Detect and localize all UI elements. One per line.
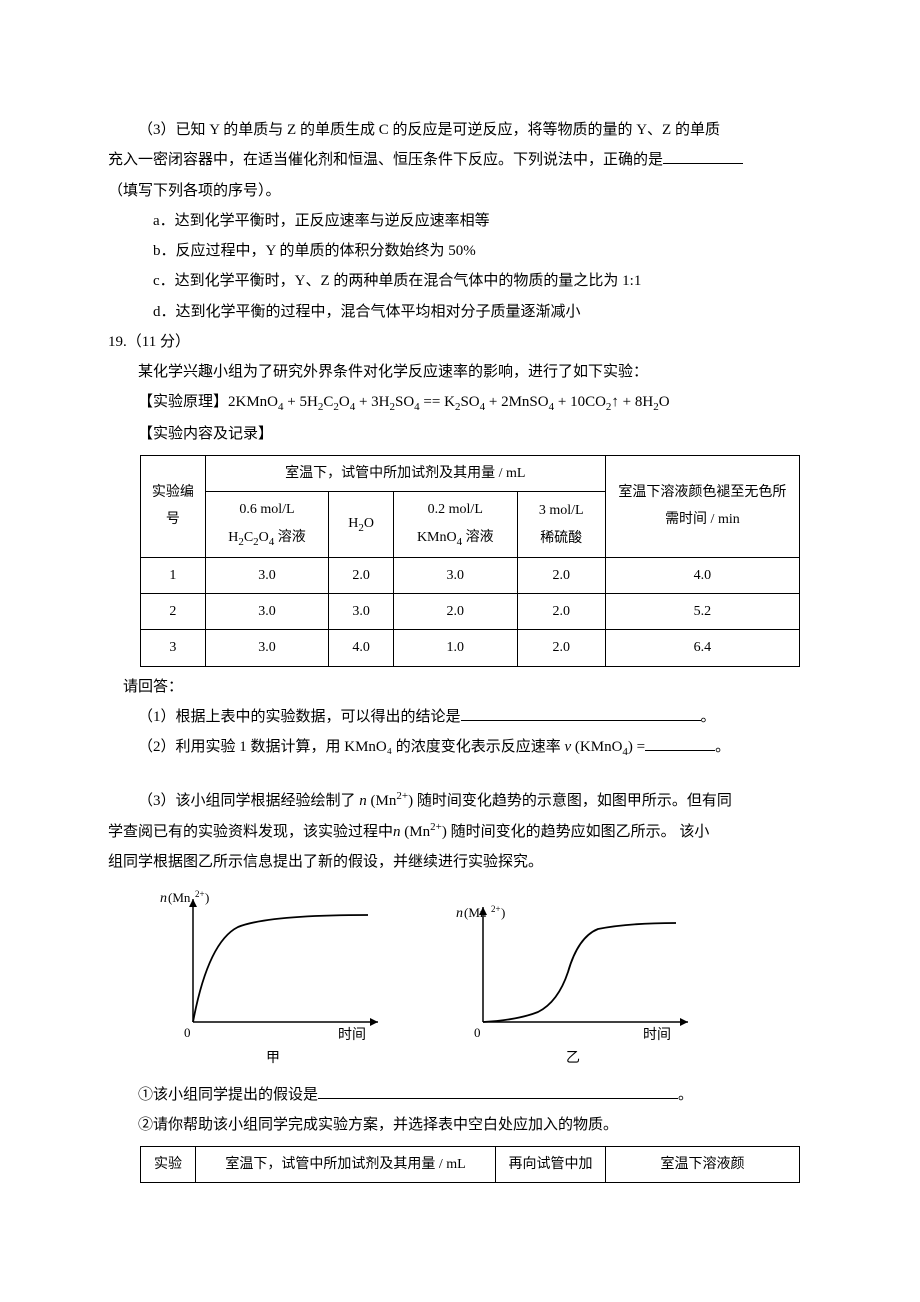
t1-sub-h2c2o4: 0.6 mol/LH2C2O4 溶液 — [205, 492, 329, 558]
t1-r1-no: 1 — [141, 557, 206, 593]
q19-sub1: ①该小组同学提出的假设是 。 — [108, 1081, 812, 1110]
t1-r2-c4: 2.0 — [517, 594, 605, 630]
q18-3-a: a．达到化学平衡时，正反应速率与逆反应速率相等 — [108, 207, 812, 236]
chart-b-box: n (Mn 2+ ) 0 时间 乙 — [448, 887, 698, 1072]
q19-q1-end: 。 — [701, 709, 716, 725]
svg-text:n: n — [160, 891, 167, 906]
t1-sub-h2o: H2O — [329, 492, 394, 558]
q19-sub2: ②请你帮助该小组同学完成实验方案，并选择表中空白处应加入的物质。 — [108, 1111, 812, 1140]
q19-q3-p2: 随时间变化趋势的示意图，如图甲所示。但有同 — [413, 793, 732, 809]
t1-r3-c5: 6.4 — [605, 630, 799, 666]
chart-b: n (Mn 2+ ) 0 时间 — [448, 887, 698, 1047]
t1-col-reagents: 室温下，试管中所加试剂及其用量 / mL — [205, 455, 605, 491]
q19-sub1-text: ①该小组同学提出的假设是 — [138, 1087, 318, 1103]
svg-text:): ) — [205, 890, 209, 905]
svg-text:时间: 时间 — [338, 1027, 366, 1043]
q19-q2-end: 。 — [715, 739, 730, 755]
q19-intro: 某化学兴趣小组为了研究外界条件对化学反应速率的影响，进行了如下实验： — [108, 358, 812, 387]
t1-r3-c2: 4.0 — [329, 630, 394, 666]
t1-r3-c4: 2.0 — [517, 630, 605, 666]
q19-sub1-end: 。 — [678, 1087, 693, 1103]
svg-text:): ) — [501, 905, 505, 920]
q18-3-intro3: （填写下列各项的序号）。 — [108, 177, 812, 206]
q18-3-c: c．达到化学平衡时，Y、Z 的两种单质在混合气体中的物质的量之比为 1:1 — [108, 267, 812, 296]
t1-r2-c2: 3.0 — [329, 594, 394, 630]
t1-r3-c3: 1.0 — [394, 630, 518, 666]
t2-col-add: 再向试管中加 — [496, 1147, 606, 1183]
q19-q2: （2）利用实验 1 数据计算，用 KMnO₄ 的浓度变化表示反应速率 v (KM… — [108, 733, 812, 763]
t2-col-color: 室温下溶液颜 — [606, 1147, 800, 1183]
t1-r1-c3: 3.0 — [394, 557, 518, 593]
t1-r2-c3: 2.0 — [394, 594, 518, 630]
t1-r2-c1: 3.0 — [205, 594, 329, 630]
t1-sub-h2so4: 3 mol/L 稀硫酸 — [517, 492, 605, 558]
chart-a-box: n (Mn 2+ ) 0 时间 甲 — [158, 887, 388, 1072]
t1-h2so4-name: 稀硫酸 — [540, 531, 582, 546]
table-row: 2 3.0 3.0 2.0 2.0 5.2 — [141, 594, 800, 630]
t1-r2-c5: 5.2 — [605, 594, 799, 630]
svg-text:(Mn: (Mn — [464, 905, 487, 920]
q19-q2-p1: （2）利用实验 1 数据计算，用 KMnO₄ 的浓度变化表示反应速率 — [138, 739, 564, 755]
t1-r1-c5: 4.0 — [605, 557, 799, 593]
q19-q3-p1: （3）该小组同学根据经验绘制了 — [138, 793, 359, 809]
q19-principle-label: 【实验原理】 — [138, 394, 228, 410]
t1-sub-kmno4: 0.2 mol/LKMnO4 溶液 — [394, 492, 518, 558]
t1-kmno4-conc: 0.2 mol/L — [428, 502, 483, 517]
t1-r1-c1: 3.0 — [205, 557, 329, 593]
q19-q3-l2-p1: 学查阅已有的实验资料发现，该实验过程中 — [108, 824, 393, 840]
t1-r3-no: 3 — [141, 630, 206, 666]
q19-q2-p2: (KMnO4) = — [575, 739, 645, 755]
q18-3-d: d．达到化学平衡的过程中，混合气体平均相对分子质量逐渐减小 — [108, 298, 812, 327]
q19-q3-mn1: (Mn2+) — [371, 793, 414, 809]
blank-18-3 — [663, 163, 743, 164]
q19-q3-mn2: (Mn2+) — [404, 824, 447, 840]
table-row: 1 3.0 2.0 3.0 2.0 4.0 — [141, 557, 800, 593]
q19-q3-l3: 组同学根据图乙所示信息提出了新的假设，并继续进行实验探究。 — [108, 848, 812, 877]
q19-q3-l2: 学查阅已有的实验资料发现，该实验过程中n (Mn2+) 随时间变化的趋势应如图乙… — [108, 817, 812, 847]
blank-19-1 — [461, 720, 701, 721]
svg-text:2+: 2+ — [491, 904, 501, 914]
t1-r1-c2: 2.0 — [329, 557, 394, 593]
t1-r1-c4: 2.0 — [517, 557, 605, 593]
q19-answer-label: 请回答： — [108, 673, 812, 702]
t1-col-time: 室温下溶液颜色褪至无色所需时间 / min — [605, 455, 799, 557]
svg-text:2+: 2+ — [195, 889, 205, 899]
experiment-table-1: 实验编号 室温下，试管中所加试剂及其用量 / mL 室温下溶液颜色褪至无色所需时… — [140, 455, 800, 667]
t1-col-exp: 实验编号 — [141, 455, 206, 557]
charts-container: n (Mn 2+ ) 0 时间 甲 n (Mn 2+ ) 0 时间 乙 — [158, 887, 812, 1072]
q19-content-label: 【实验内容及记录】 — [108, 420, 812, 449]
q19-principle: 【实验原理】2KMnO4 + 5H2C2O4 + 3H2SO4 == K2SO4… — [108, 388, 812, 418]
svg-text:0: 0 — [184, 1025, 191, 1040]
q19-q2-v: v — [564, 739, 571, 755]
blank-19-sub1 — [318, 1098, 678, 1099]
svg-text:(Mn: (Mn — [168, 890, 191, 905]
t1-r3-c1: 3.0 — [205, 630, 329, 666]
t1-h2so4-conc: 3 mol/L — [539, 503, 584, 518]
q19-q3-l2-p2: 随时间变化的趋势应如图乙所示。 该小 — [447, 824, 710, 840]
chart-a: n (Mn 2+ ) 0 时间 — [158, 887, 388, 1047]
q19-q3-n2: n — [393, 824, 401, 840]
q18-3-intro2-line: 充入一密闭容器中，在适当催化剂和恒温、恒压条件下反应。下列说法中，正确的是 — [108, 146, 812, 175]
t2-col-exp: 实验 — [141, 1147, 196, 1183]
q19-q3-n1: n — [359, 793, 367, 809]
chart-a-label: 甲 — [266, 1045, 280, 1072]
t1-h2c2o4-conc: 0.6 mol/L — [239, 502, 294, 517]
q19-principle-eq: 2KMnO4 + 5H2C2O4 + 3H2SO4 == K2SO4 + 2Mn… — [228, 394, 670, 410]
q18-3-b: b．反应过程中，Y 的单质的体积分数始终为 50% — [108, 237, 812, 266]
table-row: 3 3.0 4.0 1.0 2.0 6.4 — [141, 630, 800, 666]
svg-text:n: n — [456, 906, 463, 921]
q19-q1-text: （1）根据上表中的实验数据，可以得出的结论是 — [138, 709, 461, 725]
t1-r2-no: 2 — [141, 594, 206, 630]
q19-header: 19.（11 分） — [108, 328, 812, 357]
q19-q1: （1）根据上表中的实验数据，可以得出的结论是 。 — [108, 703, 812, 732]
chart-b-label: 乙 — [566, 1045, 580, 1072]
blank-19-2 — [645, 750, 715, 751]
t2-col-reagent: 室温下，试管中所加试剂及其用量 / mL — [196, 1147, 496, 1183]
experiment-table-2: 实验 室温下，试管中所加试剂及其用量 / mL 再向试管中加 室温下溶液颜 — [140, 1146, 800, 1183]
svg-text:0: 0 — [474, 1025, 481, 1040]
q19-q3-l1: （3）该小组同学根据经验绘制了 n (Mn2+) 随时间变化趋势的示意图，如图甲… — [108, 786, 812, 816]
q18-3-intro1: （3）已知 Y 的单质与 Z 的单质生成 C 的反应是可逆反应，将等物质的量的 … — [108, 116, 812, 145]
q18-3-intro2: 充入一密闭容器中，在适当催化剂和恒温、恒压条件下反应。下列说法中，正确的是 — [108, 152, 663, 168]
svg-text:时间: 时间 — [643, 1027, 671, 1043]
